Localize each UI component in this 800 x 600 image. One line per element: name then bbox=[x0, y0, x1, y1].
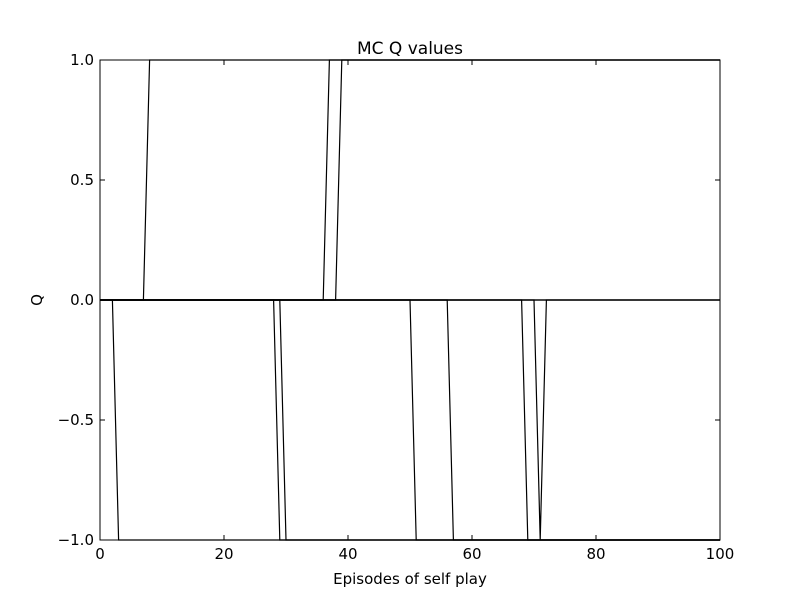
y-tick-label: 0.0 bbox=[70, 291, 94, 309]
series-line-10 bbox=[100, 299, 720, 541]
y-tick-label: −0.5 bbox=[58, 411, 94, 429]
series-line-9 bbox=[100, 299, 720, 541]
series-line-5 bbox=[100, 299, 720, 541]
x-axis: 0 20 40 60 80 100 bbox=[95, 60, 734, 563]
series-line-3 bbox=[100, 59, 720, 301]
y-tick-label: −1.0 bbox=[58, 531, 94, 549]
series-group bbox=[100, 59, 720, 541]
series-line-6 bbox=[100, 299, 720, 541]
x-tick-label: 60 bbox=[462, 545, 481, 563]
series-line-4 bbox=[100, 299, 720, 541]
series-line-11 bbox=[100, 299, 720, 541]
series-line-1 bbox=[100, 59, 720, 301]
series-line-2 bbox=[100, 59, 720, 301]
y-axis: 1.0 0.5 0.0 −0.5 −1.0 bbox=[58, 51, 720, 549]
y-axis-label: Q bbox=[28, 294, 46, 306]
x-tick-label: 0 bbox=[95, 545, 105, 563]
x-tick-label: 40 bbox=[338, 545, 357, 563]
y-tick-label: 1.0 bbox=[70, 51, 94, 69]
chart-title: MC Q values bbox=[357, 39, 463, 59]
y-tick-label: 0.5 bbox=[70, 171, 94, 189]
x-axis-label: Episodes of self play bbox=[333, 570, 487, 588]
x-tick-label: 20 bbox=[214, 545, 233, 563]
series-line-7 bbox=[100, 299, 720, 541]
x-tick-label: 80 bbox=[586, 545, 605, 563]
x-tick-label: 100 bbox=[706, 545, 735, 563]
